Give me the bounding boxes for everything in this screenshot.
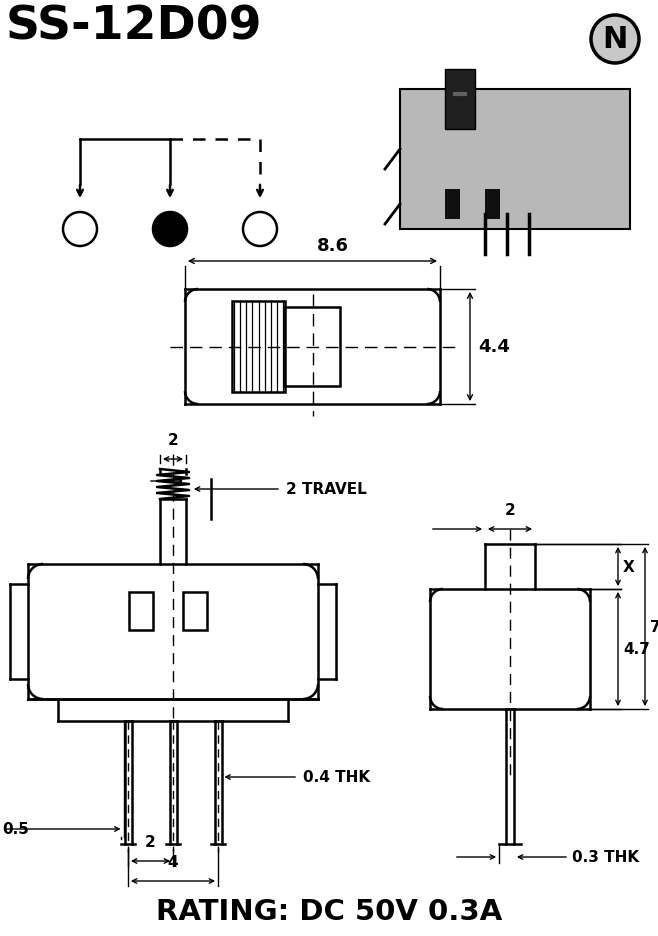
Text: 0.3 THK: 0.3 THK	[572, 850, 639, 865]
Text: 0.4 THK: 0.4 THK	[303, 769, 370, 784]
Text: 2: 2	[145, 834, 156, 849]
Circle shape	[153, 212, 187, 247]
Text: 2: 2	[168, 432, 178, 447]
Text: 4.4: 4.4	[478, 338, 510, 356]
Circle shape	[591, 16, 639, 64]
Text: SS-12D09: SS-12D09	[6, 5, 263, 50]
Bar	[445, 190, 460, 220]
Text: 2 TRAVEL: 2 TRAVEL	[286, 482, 367, 497]
Bar	[232, 301, 285, 392]
Bar	[183, 592, 207, 630]
Bar	[485, 190, 500, 220]
Bar	[445, 70, 475, 130]
Text: 0.5: 0.5	[2, 822, 29, 837]
Bar	[285, 308, 340, 387]
Text: 4: 4	[168, 854, 178, 869]
Text: 8.6: 8.6	[316, 237, 349, 255]
Text: 4.7: 4.7	[623, 642, 650, 657]
Text: X: X	[623, 560, 635, 575]
Bar	[129, 592, 153, 630]
Text: 2: 2	[505, 503, 515, 518]
Text: 7.3: 7.3	[650, 620, 658, 635]
Text: N: N	[602, 25, 628, 54]
FancyBboxPatch shape	[400, 90, 630, 229]
Text: RATING: DC 50V 0.3A: RATING: DC 50V 0.3A	[156, 897, 502, 925]
